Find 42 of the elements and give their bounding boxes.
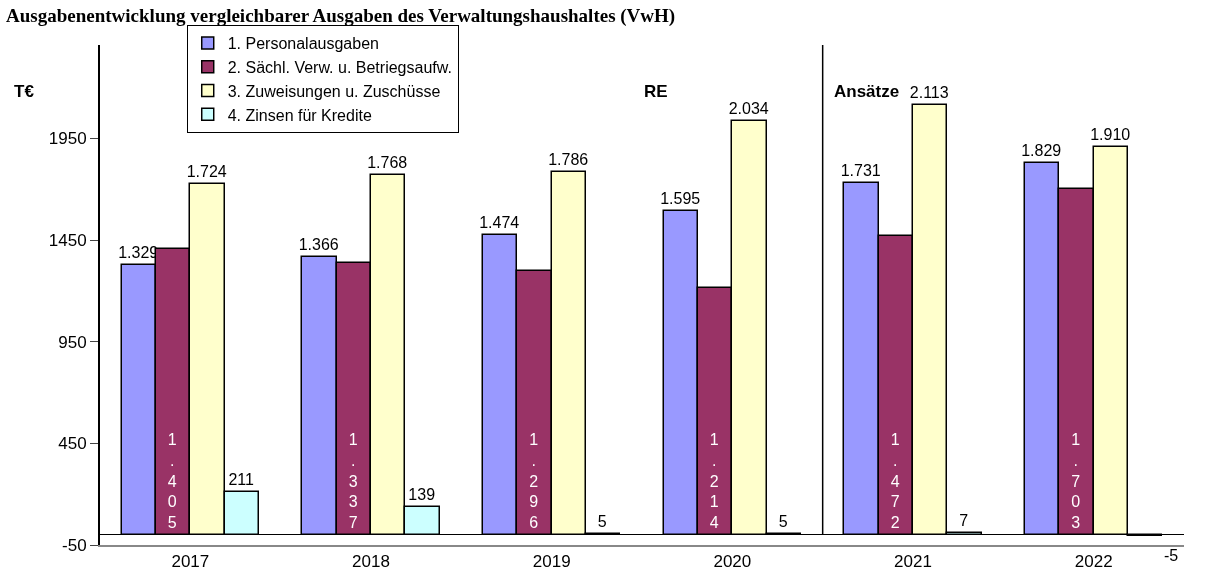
y-axis-title: T€: [14, 82, 35, 101]
x-tick-label: 2022: [1074, 552, 1113, 572]
data-label: 5: [597, 513, 607, 531]
data-label: 1.703: [1071, 431, 1081, 532]
annotation: RE: [644, 82, 668, 101]
legend-label: 3. Zuweisungen u. Zuschüsse: [227, 82, 441, 100]
data-label: 211: [228, 471, 255, 489]
legend-label: 1. Personalausgaben: [227, 35, 379, 53]
x-tick-label: 2018: [352, 552, 390, 572]
data-label: 2.113: [909, 84, 949, 102]
data-label: 5: [778, 513, 788, 531]
y-tick-label: 450: [58, 434, 87, 454]
x-tick-label: 2021: [894, 552, 932, 572]
data-label: 1.405: [167, 431, 177, 532]
data-label: -5: [1164, 547, 1179, 564]
chart-title: Ausgabenentwicklung vergleichbarer Ausgaben des Verwaltungshaushaltes (VwH): [6, 4, 676, 27]
data-label: 1.296: [529, 431, 539, 532]
data-label: 1.366: [298, 236, 339, 254]
annotation: Ansätze: [834, 82, 900, 101]
x-tick-label: 2020: [713, 552, 752, 572]
data-label: 1.786: [548, 151, 589, 169]
data-label: 2.034: [728, 100, 769, 118]
y-tick-label: 950: [58, 332, 87, 352]
y-tick-label: 1450: [48, 231, 87, 251]
data-label: 1.829: [1021, 142, 1062, 160]
data-label: 139: [408, 486, 436, 504]
legend-label: 2. Sächl. Verw. u. Betriegsaufw.: [227, 58, 452, 76]
x-tick-label: 2017: [171, 552, 210, 572]
data-label: 1.474: [479, 214, 520, 232]
y-tick-label: -50: [62, 535, 87, 555]
y-tick-label: 1950: [48, 129, 87, 149]
data-label: 1.337: [348, 431, 358, 532]
legend-label: 4. Zinsen für Kredite: [227, 106, 372, 124]
data-label: 1.214: [709, 431, 719, 532]
data-label: 7: [959, 512, 969, 530]
data-label: 1.731: [840, 162, 881, 180]
data-label: 1.595: [660, 190, 701, 208]
x-tick-label: 2019: [532, 552, 571, 572]
data-label: 1.724: [186, 163, 227, 181]
data-label: 1.910: [1090, 126, 1131, 144]
data-label: 1.472: [890, 431, 900, 532]
data-label: 1.768: [367, 154, 408, 172]
